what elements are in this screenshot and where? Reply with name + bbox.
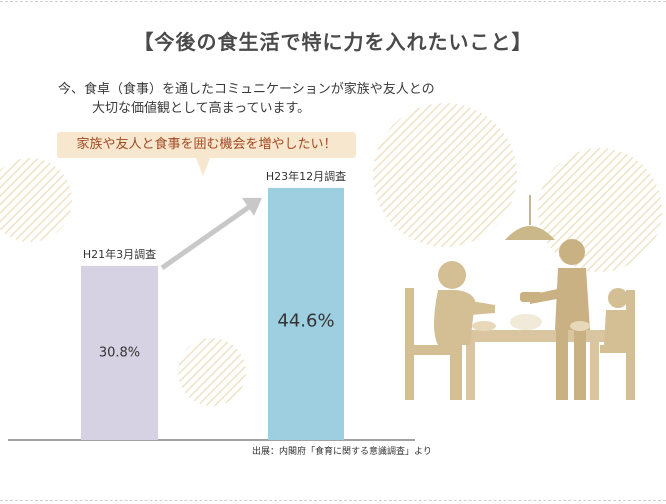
hatched-circle-small [178,338,246,406]
child-figure [600,288,635,400]
dishes-icon [472,314,590,331]
bottom-dashed-border [0,500,666,501]
bar-2 [268,187,344,440]
subtitle-text: 今、食卓（食事）を通したコミュニケーションが家族や友人との 大切な価値観として高… [58,80,435,118]
category-label-2: H23年12月調査 [266,169,346,183]
hatched-circle-left [0,158,72,242]
source-note: 出展：内閣府「食育に関する意識調査」より [252,447,432,457]
callout-tail [196,158,210,176]
bar-1 [81,265,158,440]
value-label-1: 30.8% [99,345,140,360]
value-label-2: 44.6% [277,311,334,332]
subtitle-line-2: 大切な価値観として高まっています。 [92,101,311,116]
page-title: 【今後の食生活で特に力を入れたいこと】 [133,30,533,54]
top-dashed-border [0,1,666,2]
dining-table [452,330,614,400]
lamp-icon [505,195,555,240]
increase-arrow-shaft [160,202,254,270]
hatched-circle-big [373,103,517,247]
category-label-1: H21年3月調査 [83,247,156,261]
man-figure [405,261,495,400]
subtitle-line-1: 今、食卓（食事）を通したコミュニケーションが家族や友人との [58,82,435,97]
increase-arrow-head [242,197,262,216]
woman-figure [520,239,590,400]
callout-box: 家族や友人と食事を囲む機会を増やしたい！ [57,132,356,158]
